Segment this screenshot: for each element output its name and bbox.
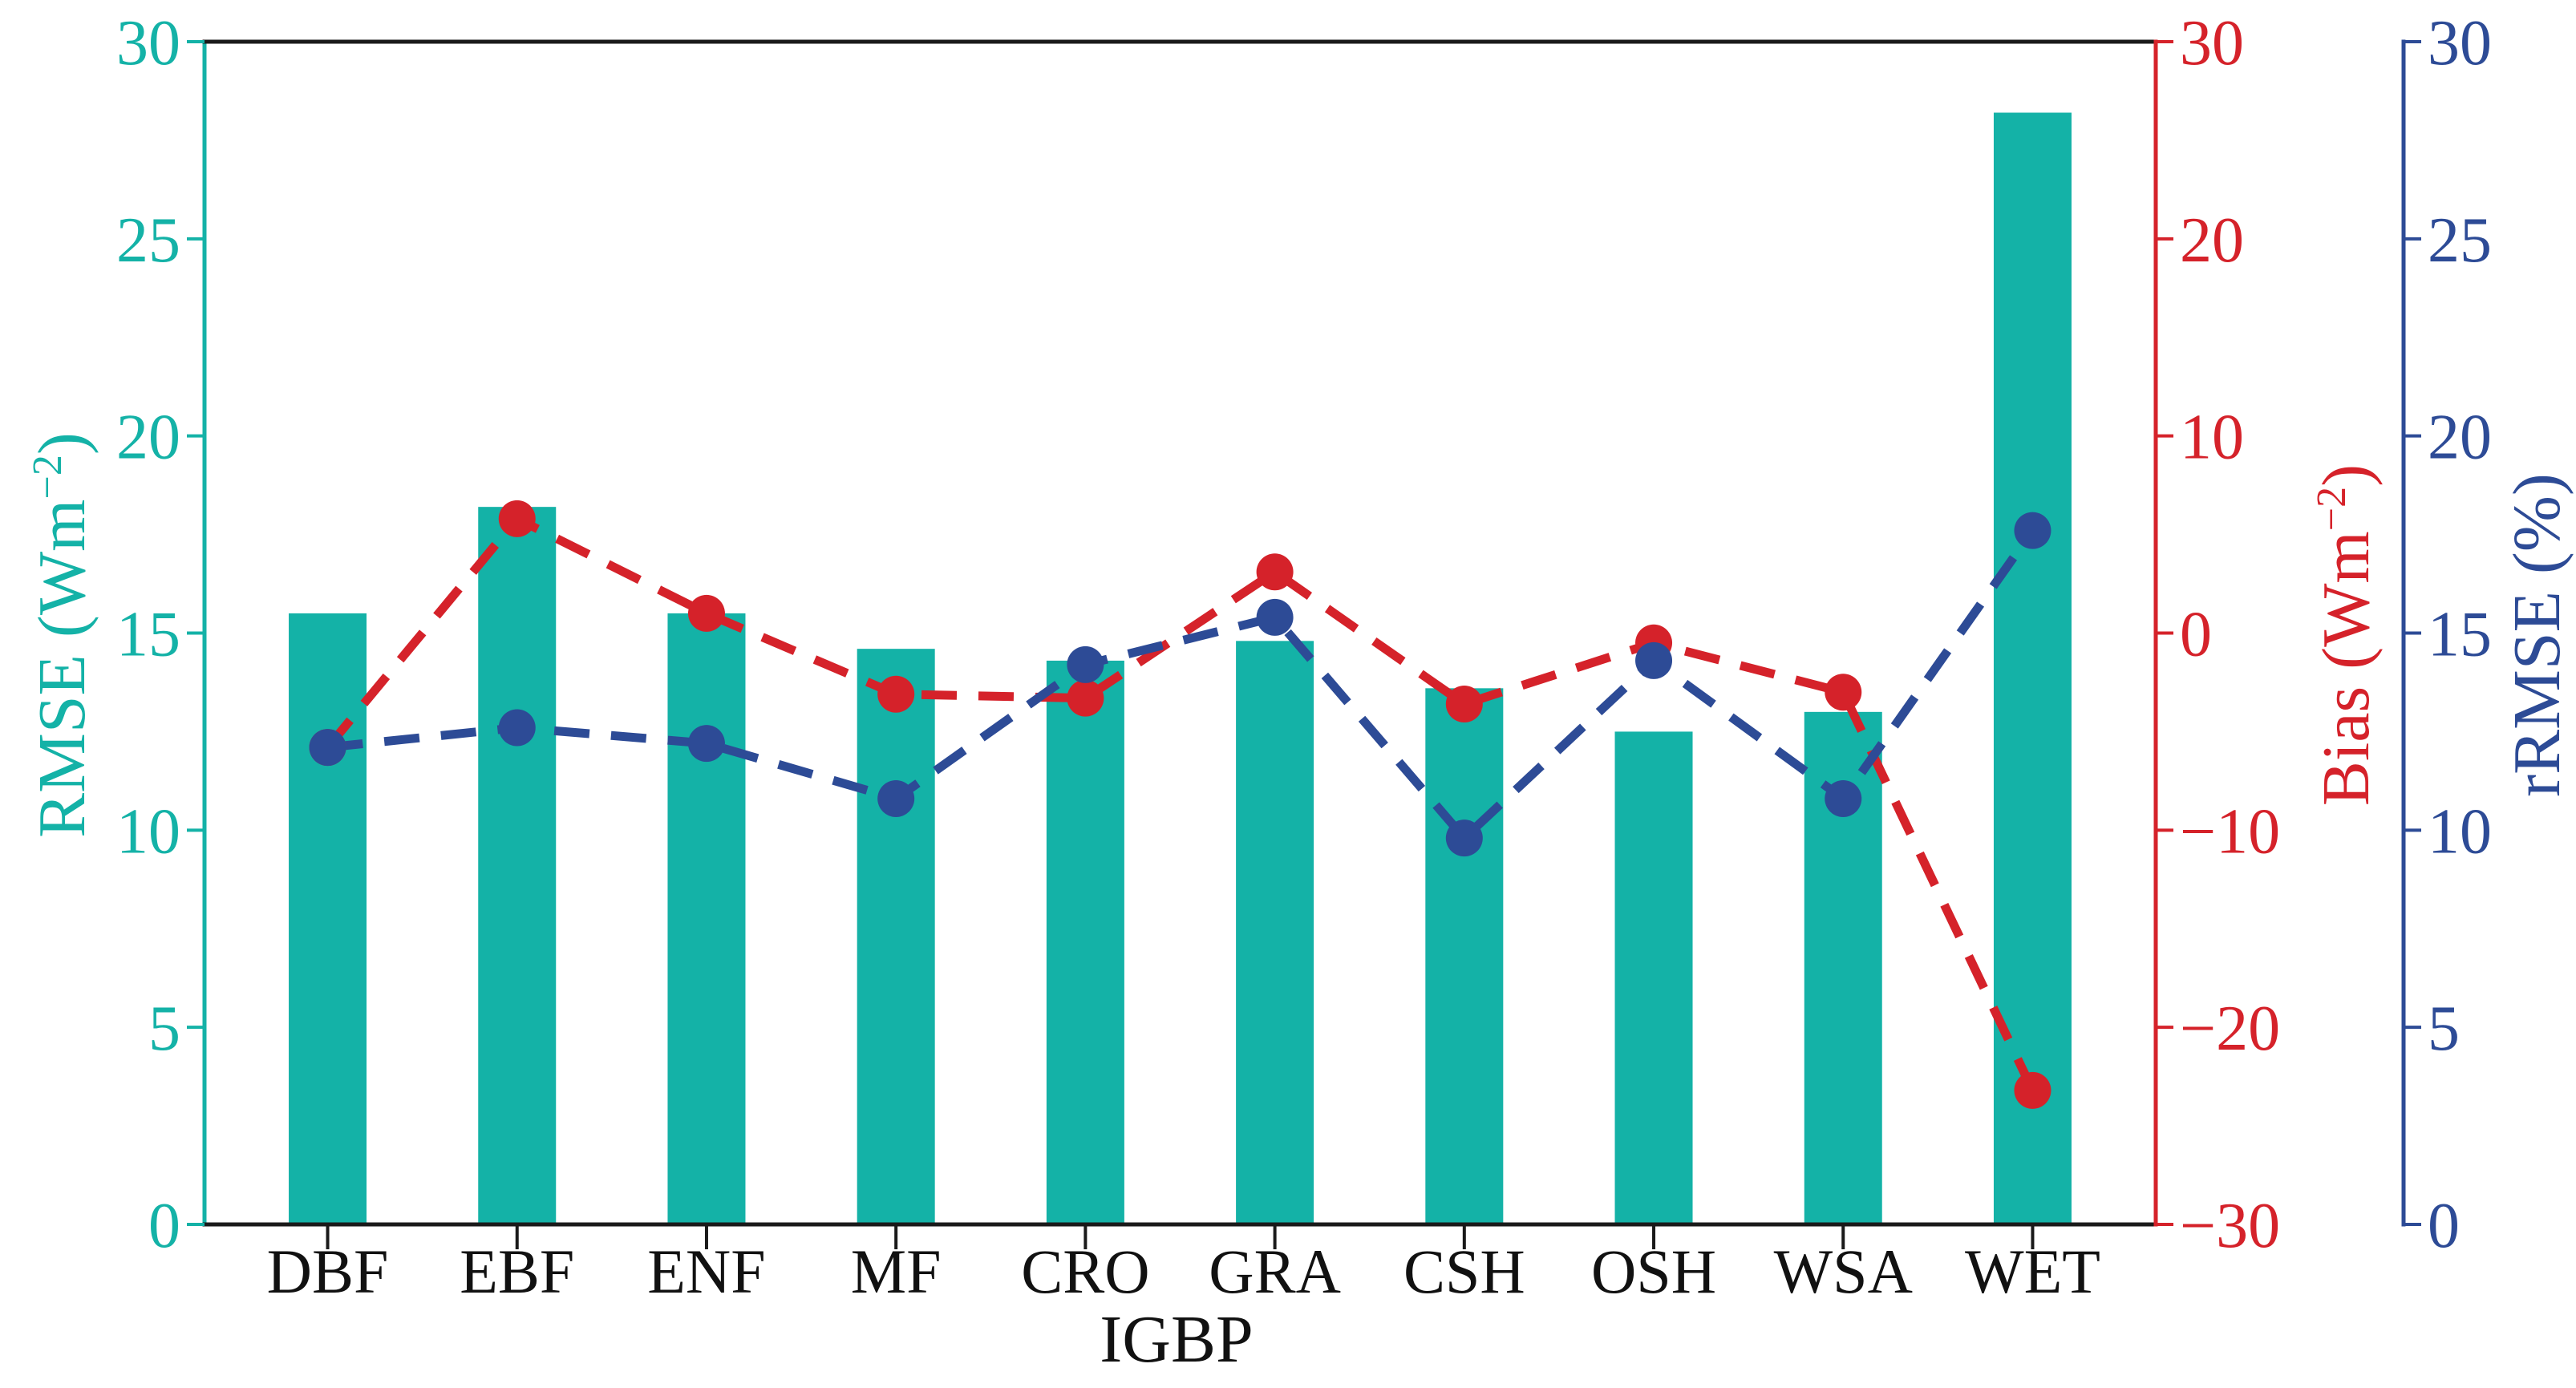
bias-tick-label--10: −10 [2180, 796, 2280, 867]
bar-OSH [1614, 731, 1693, 1224]
bar-WET [1993, 112, 2072, 1224]
rrmse-tick-label-10: 10 [2428, 796, 2492, 867]
exponent-superscript: −2 [2309, 486, 2355, 532]
rrmse-tick-label-20: 20 [2428, 403, 2492, 473]
right-axis-title-rrmse: rRMSE (%) [2500, 473, 2574, 797]
rrmse-point-CSH [1445, 819, 1483, 857]
left-tick-label-15: 15 [116, 600, 180, 670]
rrmse-tick-label-5: 5 [2428, 993, 2460, 1064]
rrmse-point-CRO [1067, 645, 1104, 683]
bias-point-ENF [687, 594, 725, 632]
x-tick-label-DBF: DBF [267, 1236, 389, 1306]
bias-point-WSA [1825, 674, 1862, 711]
bar-CSH [1425, 688, 1504, 1224]
rrmse-point-MF [877, 780, 915, 817]
bias-dashed-line [324, 513, 2037, 1093]
x-tick-label-EBF: EBF [460, 1236, 574, 1306]
bias-point-MF [877, 675, 915, 713]
bias-tick-label-20: 20 [2180, 205, 2244, 276]
exponent-superscript: −2 [25, 455, 71, 500]
bias-tick-label-0: 0 [2180, 600, 2212, 670]
left-tick-label-0: 0 [148, 1191, 180, 1261]
x-tick-label-ENF: ENF [647, 1236, 765, 1306]
left-tick-label-30: 30 [116, 8, 180, 79]
rrmse-point-OSH [1635, 641, 1673, 679]
x-tick-label-CRO: CRO [1021, 1236, 1149, 1306]
bias-point-WET [2014, 1071, 2051, 1109]
bias-tick-label-30: 30 [2180, 8, 2244, 79]
rrmse-point-EBF [498, 709, 536, 747]
bias-point-EBF [498, 500, 536, 537]
rrmse-point-WET [2014, 512, 2051, 549]
rrmse-point-DBF [309, 729, 346, 767]
left-tick-label-5: 5 [148, 993, 180, 1064]
rrmse-point-WSA [1825, 780, 1862, 817]
bias-tick-label-10: 10 [2180, 403, 2244, 473]
rrmse-tick-label-30: 30 [2428, 8, 2492, 79]
x-tick-label-WET: WET [1965, 1236, 2100, 1306]
left-tick-label-10: 10 [116, 796, 180, 867]
bias-tick-label--20: −20 [2180, 993, 2280, 1064]
bar-DBF [289, 613, 367, 1224]
left-tick-label-20: 20 [116, 403, 180, 473]
bar-CRO [1046, 660, 1124, 1224]
rrmse-dashed-line [326, 528, 2036, 845]
bar-EBF [478, 507, 557, 1224]
left-axis-title-rmse: RMSE (Wm−2) [25, 432, 99, 838]
bar-ENF [667, 613, 746, 1224]
bias-point-GRA [1256, 553, 1294, 591]
x-tick-label-WSA: WSA [1774, 1236, 1913, 1306]
rrmse-tick-label-15: 15 [2428, 600, 2492, 670]
x-tick-label-CSH: CSH [1403, 1236, 1525, 1306]
bar-GRA [1236, 641, 1314, 1224]
bias-point-CSH [1445, 686, 1483, 722]
bias-tick-label--30: −30 [2180, 1191, 2280, 1261]
x-axis-title: IGBP [1100, 1302, 1254, 1377]
left-tick-label-25: 25 [116, 205, 180, 276]
x-tick-label-GRA: GRA [1209, 1236, 1341, 1306]
rrmse-point-GRA [1256, 598, 1294, 636]
bar-MF [857, 649, 935, 1224]
right-axis-title-bias: Bias (Wm−2) [2309, 463, 2384, 807]
x-tick-label-OSH: OSH [1591, 1236, 1716, 1306]
rrmse-tick-label-0: 0 [2428, 1191, 2460, 1261]
rrmse-tick-label-25: 25 [2428, 205, 2492, 276]
x-tick-label-MF: MF [851, 1236, 942, 1306]
rrmse-point-ENF [687, 725, 725, 763]
bias-point-CRO [1067, 679, 1104, 717]
